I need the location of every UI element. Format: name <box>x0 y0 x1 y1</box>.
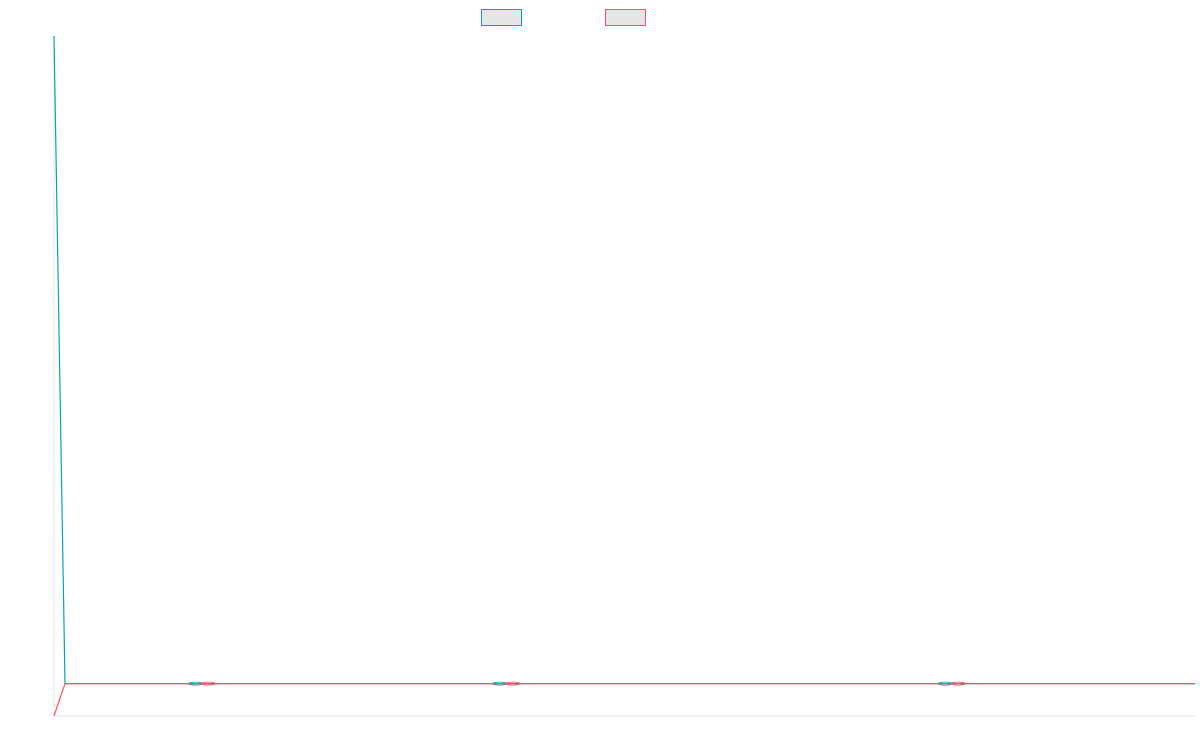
legend-item-2[interactable] <box>605 9 646 26</box>
series-line-1 <box>53 35 1195 685</box>
legend-swatch-1 <box>481 9 522 26</box>
series-2-marker-3 <box>950 681 966 686</box>
legend <box>0 9 1200 27</box>
series-2-marker-1 <box>201 681 216 686</box>
legend-swatch-2 <box>605 9 646 26</box>
legend-item-1[interactable] <box>481 9 522 26</box>
series-line-2 <box>53 683 1195 717</box>
series-2-marker-2 <box>505 681 521 686</box>
